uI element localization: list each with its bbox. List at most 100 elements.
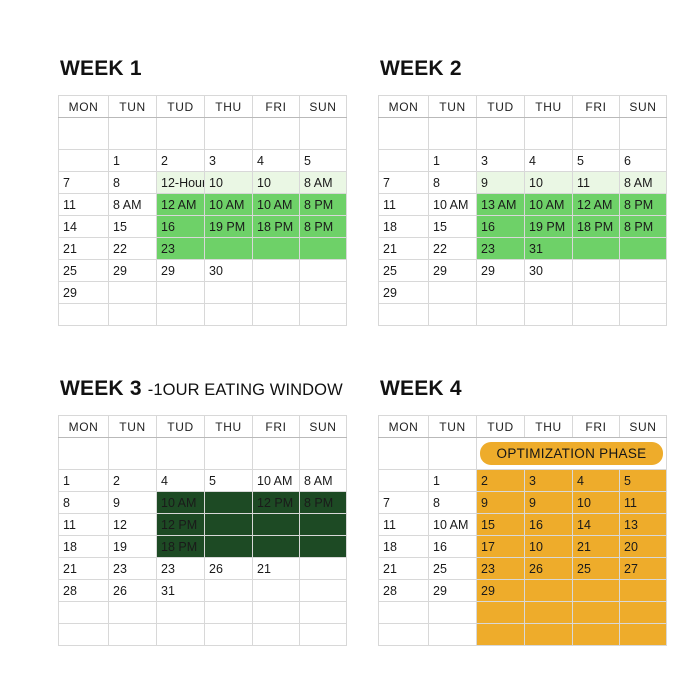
calendar-cell[interactable]: 25 [572,557,620,580]
calendar-cell[interactable]: 10 AM [204,193,253,216]
calendar-cell[interactable]: 9 [108,491,157,514]
calendar-cell[interactable]: 18 PM [572,215,620,238]
calendar-cell[interactable]: 10 AM [156,491,205,514]
calendar-cell[interactable]: 8 AM [108,193,157,216]
calendar-cell[interactable] [252,535,300,558]
calendar-cell[interactable] [299,117,347,150]
calendar-cell[interactable]: 4 [572,469,620,492]
calendar-cell[interactable] [299,623,347,646]
calendar-cell[interactable] [299,437,347,470]
calendar-cell[interactable] [299,579,347,602]
calendar-cell[interactable]: 2 [108,469,157,492]
calendar-cell[interactable]: 21 [252,557,300,580]
calendar-cell[interactable] [428,601,477,624]
calendar-cell[interactable] [572,259,620,282]
calendar-cell[interactable] [252,281,300,304]
calendar-cell[interactable]: 10 AM [428,513,477,536]
calendar-cell[interactable] [204,513,253,536]
calendar-cell[interactable] [252,513,300,536]
calendar-cell[interactable] [204,237,253,260]
calendar-cell[interactable]: 4 [252,149,300,172]
calendar-cell[interactable] [299,281,347,304]
calendar-cell[interactable]: 2 [476,469,525,492]
calendar-cell[interactable]: 14 [572,513,620,536]
calendar-cell[interactable]: 29 [378,281,429,304]
calendar-cell[interactable]: 8 [108,171,157,194]
calendar-cell[interactable]: 2 [156,149,205,172]
calendar-cell[interactable] [428,117,477,150]
calendar-cell[interactable]: 16 [524,513,573,536]
calendar-cell[interactable]: 23 [108,557,157,580]
calendar-cell[interactable]: 18 PM [156,535,205,558]
calendar-cell[interactable]: 8 PM [299,215,347,238]
calendar-cell[interactable]: 20 [619,535,667,558]
calendar-cell[interactable] [476,281,525,304]
calendar-cell[interactable] [619,601,667,624]
calendar-cell[interactable]: 3 [476,149,525,172]
calendar-cell[interactable]: 13 [619,513,667,536]
optimization-phase-banner-cell[interactable]: OPTIMIZATION PHASE [476,437,667,470]
calendar-cell[interactable]: 23 [156,237,205,260]
calendar-cell[interactable]: 10 AM [524,193,573,216]
calendar-cell[interactable] [524,117,573,150]
calendar-cell[interactable] [156,303,205,326]
calendar-cell[interactable]: 8 PM [299,193,347,216]
calendar-cell[interactable] [476,117,525,150]
calendar-cell[interactable]: 31 [524,237,573,260]
calendar-cell[interactable]: 21 [572,535,620,558]
calendar-cell[interactable]: 19 PM [524,215,573,238]
calendar-cell[interactable]: 12 AM [572,193,620,216]
calendar-cell[interactable]: 9 [524,491,573,514]
calendar-cell[interactable] [108,303,157,326]
calendar-cell[interactable] [252,579,300,602]
calendar-cell[interactable] [572,237,620,260]
calendar-cell[interactable] [252,601,300,624]
calendar-cell[interactable]: 8 PM [299,491,347,514]
calendar-cell[interactable] [299,237,347,260]
calendar-cell[interactable]: 11 [58,193,109,216]
calendar-cell[interactable] [204,281,253,304]
calendar-cell[interactable] [524,601,573,624]
calendar-cell[interactable] [619,237,667,260]
calendar-cell[interactable]: 15 [108,215,157,238]
calendar-cell[interactable]: 18 PM [252,215,300,238]
calendar-cell[interactable] [252,623,300,646]
calendar-cell[interactable]: 8 AM [299,469,347,492]
calendar-cell[interactable] [58,117,109,150]
calendar-cell[interactable]: 8 PM [619,215,667,238]
calendar-cell[interactable]: 10 AM [428,193,477,216]
calendar-cell[interactable]: 16 [156,215,205,238]
calendar-cell[interactable] [204,303,253,326]
calendar-cell[interactable]: 25 [428,557,477,580]
calendar-cell[interactable]: 22 [108,237,157,260]
calendar-cell[interactable]: 5 [619,469,667,492]
calendar-cell[interactable] [108,601,157,624]
calendar-cell[interactable] [156,623,205,646]
calendar-cell[interactable]: 6 [619,149,667,172]
calendar-cell[interactable] [108,281,157,304]
calendar-cell[interactable] [476,623,525,646]
calendar-cell[interactable]: 11 [378,513,429,536]
calendar-cell[interactable]: 8 AM [299,171,347,194]
calendar-cell[interactable]: 10 AM [252,469,300,492]
calendar-cell[interactable] [58,437,109,470]
calendar-cell[interactable]: 12 PM [156,513,205,536]
calendar-cell[interactable] [619,117,667,150]
calendar-cell[interactable] [204,491,253,514]
calendar-cell[interactable]: 15 [476,513,525,536]
calendar-cell[interactable] [428,623,477,646]
calendar-cell[interactable]: 29 [428,259,477,282]
calendar-cell[interactable] [428,281,477,304]
calendar-cell[interactable] [156,601,205,624]
calendar-cell[interactable] [108,437,157,470]
calendar-cell[interactable]: 27 [619,557,667,580]
calendar-cell[interactable]: 4 [156,469,205,492]
calendar-cell[interactable]: 11 [572,171,620,194]
calendar-cell[interactable] [378,469,429,492]
calendar-cell[interactable]: 15 [428,215,477,238]
calendar-cell[interactable]: 5 [572,149,620,172]
calendar-cell[interactable] [378,437,429,470]
calendar-cell[interactable]: 10 [524,535,573,558]
calendar-cell[interactable] [252,437,300,470]
calendar-cell[interactable]: 21 [378,557,429,580]
